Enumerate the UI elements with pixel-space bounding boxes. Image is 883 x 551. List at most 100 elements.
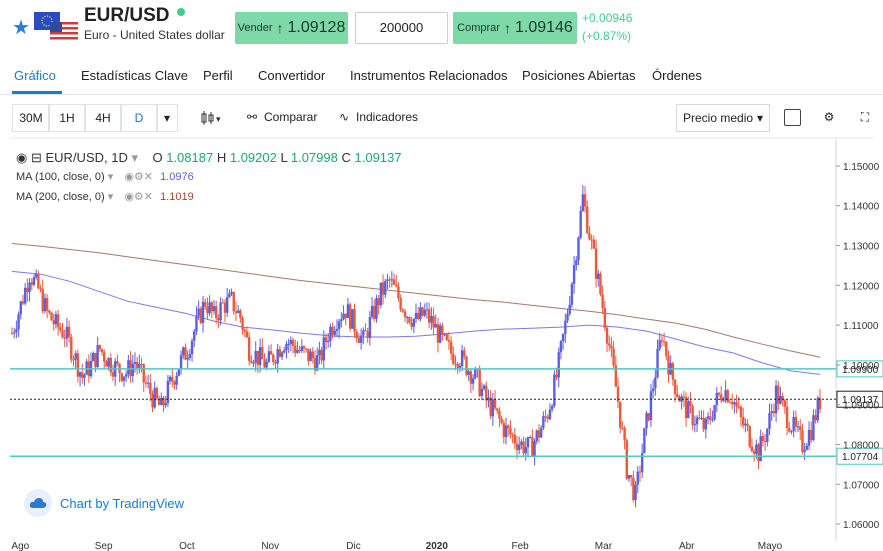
chart-type-candles-icon[interactable]: ▾ xyxy=(192,104,232,130)
candle-body xyxy=(59,327,62,331)
candle-body xyxy=(346,304,350,318)
candle-body xyxy=(700,418,703,420)
candle-body xyxy=(30,282,33,285)
ma100-dropdown-icon[interactable]: ▾ xyxy=(107,171,114,183)
tab-posiciones-abiertas[interactable]: Posiciones Abiertas xyxy=(522,68,636,83)
candle-body xyxy=(425,309,429,311)
indicators-button[interactable]: Indicadores xyxy=(356,110,419,124)
candle-body xyxy=(737,406,740,408)
candle-body xyxy=(632,477,635,501)
candle-body xyxy=(92,353,95,362)
candle-body xyxy=(399,297,402,310)
candle-body xyxy=(63,337,66,339)
candle-body xyxy=(289,339,293,344)
candle-body xyxy=(355,331,358,339)
interval-1h[interactable]: 1H xyxy=(48,104,86,132)
candle-body xyxy=(741,417,745,426)
candle-body xyxy=(465,356,468,375)
interval-30m[interactable]: 30M xyxy=(12,104,50,132)
candle-body xyxy=(149,382,152,395)
indicators-icon[interactable]: ∿ xyxy=(338,110,350,124)
tab-convertidor[interactable]: Convertidor xyxy=(258,68,326,83)
interval-d[interactable]: D xyxy=(120,104,158,132)
x-tick-label: Feb xyxy=(512,541,530,551)
candle-body xyxy=(258,347,262,365)
candle-body xyxy=(50,312,53,321)
toolbar-checkbox[interactable] xyxy=(784,109,801,126)
candle-body xyxy=(10,333,14,335)
tab-instrumentos-relacionados[interactable]: Instrumentos Relacionados xyxy=(350,68,508,83)
fullscreen-icon[interactable]: ⛶ xyxy=(860,110,870,124)
candle-body xyxy=(100,349,104,353)
candle-body xyxy=(590,239,593,241)
favorite-star-icon[interactable]: ★ xyxy=(12,17,30,39)
candle-body xyxy=(594,248,598,279)
tab-grafico[interactable]: Gráfico xyxy=(14,68,56,83)
y-tick-label: 1.06000 xyxy=(843,520,880,531)
candle-body xyxy=(649,391,653,421)
candle-body xyxy=(766,428,769,442)
candle-body xyxy=(146,382,150,384)
candle-body xyxy=(190,340,194,355)
candle-body xyxy=(610,345,613,349)
candle-body xyxy=(427,309,431,323)
candle-body xyxy=(805,445,809,450)
sell-button[interactable]: Vender ↑ 1.09128 xyxy=(235,12,348,44)
candle-body xyxy=(39,288,42,290)
candle-body xyxy=(214,306,218,319)
tradingview-badge-text: Chart by TradingView xyxy=(60,495,185,511)
candle-body xyxy=(616,386,620,402)
candle-body xyxy=(414,313,418,319)
candle-body xyxy=(72,359,75,361)
ma200-line xyxy=(11,243,821,358)
interval-4h[interactable]: 4H xyxy=(84,104,122,132)
live-status-dot xyxy=(177,8,185,16)
chart-toolbar: 30M 1H 4H D ▾ ▾ ⚯ Comparar ∿ Indicadores… xyxy=(0,104,883,132)
candle-body xyxy=(698,417,701,419)
buy-button[interactable]: Comprar ↑ 1.09146 xyxy=(453,12,577,44)
eye-icon[interactable]: ◉ xyxy=(16,150,28,165)
tab-estadisticas-clave[interactable]: Estadísticas Clave xyxy=(81,68,188,83)
candle-body xyxy=(116,361,119,364)
collapse-icon[interactable]: ⊟ xyxy=(30,150,42,165)
candle-body xyxy=(153,387,156,408)
x-tick-label: Nov xyxy=(261,541,279,551)
quantity-input[interactable]: 200000 xyxy=(355,12,448,44)
ma100-settings-icon[interactable]: ◉⚙✕ xyxy=(124,171,153,183)
high-value: 1.09202 xyxy=(229,150,277,165)
tradingview-badge[interactable]: Chart by TradingView xyxy=(12,484,202,522)
tab-ordenes[interactable]: Órdenes xyxy=(652,68,702,83)
candle-body xyxy=(386,279,389,282)
interval-dropdown-icon[interactable]: ▾ xyxy=(156,104,178,132)
ma200-settings-icon[interactable]: ◉⚙✕ xyxy=(124,191,153,203)
candle-body xyxy=(526,437,530,448)
candle-body xyxy=(250,360,253,363)
candle-body xyxy=(28,282,31,293)
candle-body xyxy=(155,387,159,399)
y-tick-label: 1.11000 xyxy=(843,321,879,332)
candle-body xyxy=(482,385,486,389)
candle-body xyxy=(489,397,492,417)
candle-body xyxy=(329,326,332,341)
candle-body xyxy=(779,396,782,404)
candle-body xyxy=(575,260,578,266)
candle-body xyxy=(579,210,582,238)
candle-body xyxy=(381,282,385,295)
legend-dropdown-icon[interactable]: ▾ xyxy=(131,150,139,165)
candle-body xyxy=(682,396,686,398)
tab-perfil[interactable]: Perfil xyxy=(203,68,233,83)
compare-button[interactable]: Comparar xyxy=(264,110,318,124)
candle-body xyxy=(217,318,220,321)
candle-body xyxy=(247,337,251,361)
compare-icon[interactable]: ⚯ xyxy=(246,110,258,124)
candle-body xyxy=(722,400,725,402)
price-type-select[interactable]: Precio medio ▾ xyxy=(676,104,770,132)
candle-body xyxy=(342,313,345,320)
candle-body xyxy=(640,453,644,473)
ma200-dropdown-icon[interactable]: ▾ xyxy=(107,191,114,203)
price-chart[interactable]: 1.09900 1.07704 1.09137 1.15000 1.14000 1.13… xyxy=(0,136,883,551)
gear-icon[interactable]: ⚙ xyxy=(823,110,835,124)
candle-body xyxy=(236,310,240,313)
candle-body xyxy=(564,320,567,334)
candle-body xyxy=(294,345,297,353)
